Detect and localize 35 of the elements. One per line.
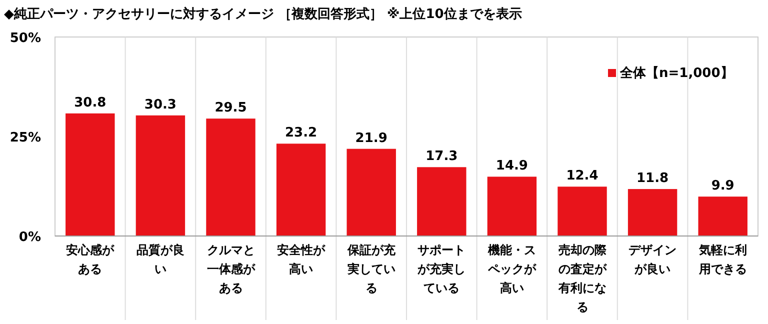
data-label: 29.5 [214,100,247,116]
data-label: 30.8 [74,95,106,110]
y-tick-label: 0% [18,230,41,245]
x-tick-label: 安心感がある [66,243,116,276]
data-label: 30.3 [144,97,176,112]
x-tick-label: 売却の際の査定が有利になる [557,243,608,314]
y-tick-label: 50% [10,31,41,46]
x-tick-label: 機能・スペックが高い [486,243,537,295]
data-label: 9.9 [711,178,734,194]
bar [276,144,326,236]
x-tick-label: 安全性が高い [277,243,326,276]
data-label: 21.9 [355,130,388,146]
data-label: 23.2 [285,126,318,141]
x-tick-label: デザインが良い [628,243,677,276]
y-tick-label: 25% [10,130,41,146]
bar [487,176,537,236]
legend-label: 全体【n=1,000】 [619,65,734,81]
bar [417,167,466,236]
data-label: 11.8 [636,171,669,186]
bar [628,189,678,236]
data-label: 17.3 [426,149,458,164]
x-tick-label: 品質が良い [136,243,184,276]
bar [136,115,186,236]
data-label: 12.4 [566,168,598,184]
bar [346,148,396,236]
bar [698,196,748,236]
chart-title: ◆純正パーツ・アクセサリーに対するイメージ ［複数回答形式］ ※上位10位までを表示 [4,6,522,22]
bar [66,113,115,236]
bar [206,118,256,236]
x-tick-label: 気軽に利用できる [698,243,747,276]
x-tick-label: 保証が充実している [346,243,396,295]
bar [558,186,607,236]
x-tick-label: クルマと一体感がある [206,243,256,295]
x-tick-label: サポートが充実している [416,243,466,295]
data-label: 14.9 [496,158,528,174]
